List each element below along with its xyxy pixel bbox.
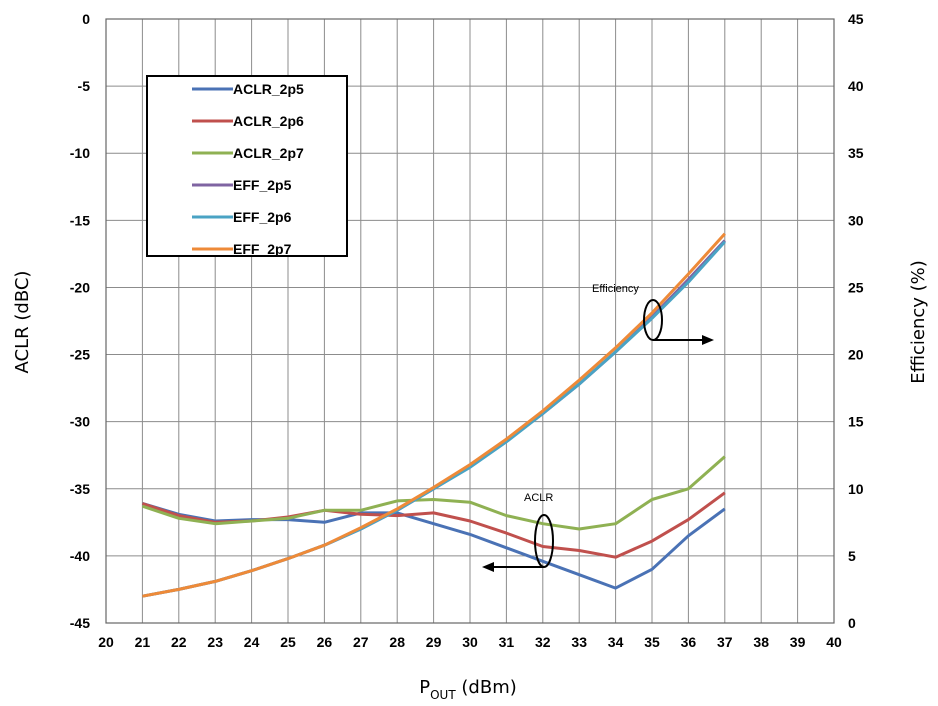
y-left-axis-title: ACLR (dBC): [12, 271, 33, 374]
y-right-axis-ticks: 45 40 35 30 25 20 15 10 5 0: [848, 11, 864, 631]
efficiency-arrow-head: [702, 335, 714, 345]
y-left-tick-label: -40: [70, 548, 90, 564]
x-tick-label: 26: [317, 634, 333, 650]
y-right-tick-label: 15: [848, 414, 864, 430]
y-right-tick-label: 0: [848, 615, 856, 631]
y-right-tick-label: 30: [848, 212, 864, 228]
y-left-tick-label: -10: [70, 145, 90, 161]
y-right-tick-label: 40: [848, 78, 864, 94]
efficiency-annotation-label: Efficiency: [592, 283, 639, 295]
y-left-tick-label: -25: [70, 347, 90, 363]
x-tick-label: 34: [608, 634, 624, 650]
aclr-annotation: ACLR: [482, 492, 554, 572]
y-right-tick-label: 25: [848, 279, 864, 295]
x-tick-label: 22: [171, 634, 187, 650]
y-left-axis-ticks: 0 -5 -10 -15 -20 -25 -30 -35 -40 -45: [70, 11, 90, 631]
y-right-tick-label: 45: [848, 11, 864, 27]
x-tick-label: 29: [426, 634, 442, 650]
x-tick-label: 30: [462, 634, 478, 650]
x-tick-label: 33: [571, 634, 587, 650]
efficiency-annotation: Efficiency: [592, 283, 714, 345]
x-tick-label: 32: [535, 634, 551, 650]
plot-frame: [105, 18, 835, 624]
y-right-tick-label: 5: [848, 548, 856, 564]
x-axis-title: POUT (dBm): [419, 677, 517, 702]
x-tick-label: 28: [389, 634, 405, 650]
series-line-eff-2p7: [142, 232, 726, 598]
x-tick-label: 40: [826, 634, 842, 650]
y-left-tick-label: -20: [70, 279, 90, 295]
legend-label: ACLR_2p6: [233, 113, 304, 129]
aclr-annotation-label: ACLR: [524, 492, 553, 504]
x-tick-label: 37: [717, 634, 733, 650]
y-left-tick-label: 0: [82, 11, 90, 27]
legend-box: [146, 75, 348, 257]
x-tick-label: 35: [644, 634, 660, 650]
legend-label: EFF_2p5: [233, 177, 292, 193]
y-left-tick-label: -45: [70, 615, 90, 631]
x-tick-label: 39: [790, 634, 806, 650]
x-tick-label: 23: [207, 634, 223, 650]
series-lines: [141, 232, 726, 598]
x-tick-label: 31: [499, 634, 515, 650]
legend-label: ACLR_2p5: [233, 81, 304, 97]
x-tick-label: 24: [244, 634, 260, 650]
y-left-tick-label: -30: [70, 414, 90, 430]
plot-area-border: [105, 18, 835, 624]
x-tick-label: 38: [753, 634, 769, 650]
x-tick-label: 36: [681, 634, 697, 650]
legend-label: EFF_2p7: [233, 241, 292, 257]
series-line-aclr-2p7: [141, 455, 726, 531]
x-tick-label: 20: [98, 634, 114, 650]
legend: ACLR_2p5 ACLR_2p6 ACLR_2p7 EFF_2p5 EFF_2p6 EF…: [146, 75, 348, 257]
x-tick-label: 27: [353, 634, 369, 650]
x-tick-label: 25: [280, 634, 296, 650]
x-axis-ticks: 20 21 22 23 24 25 26 27 28 29 30 31 32 33 34 35 36 37 38 39…: [98, 634, 842, 650]
y-right-tick-label: 10: [848, 481, 864, 497]
y-left-tick-label: -35: [70, 481, 90, 497]
legend-label: EFF_2p6: [233, 209, 292, 225]
legend-label: ACLR_2p7: [233, 145, 304, 161]
y-right-axis-title: Efficiency (%): [908, 260, 929, 384]
x-tick-label: 21: [135, 634, 151, 650]
y-left-tick-label: -5: [78, 78, 91, 94]
y-left-tick-label: -15: [70, 212, 90, 228]
aclr-arrow-head: [482, 562, 494, 572]
y-right-tick-label: 35: [848, 145, 864, 161]
y-right-tick-label: 20: [848, 347, 864, 363]
